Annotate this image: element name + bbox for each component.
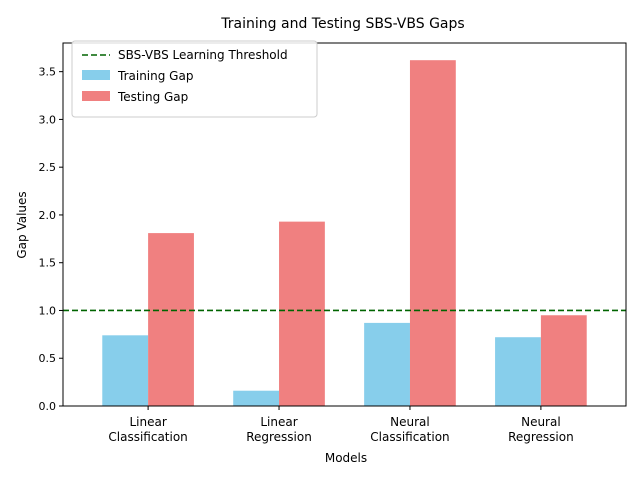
chart-title: Training and Testing SBS-VBS Gaps [220, 16, 464, 32]
y-tick-label-6: 3.0 [39, 113, 57, 126]
plot-area [62, 42, 627, 407]
y-tick-label-7: 3.5 [39, 66, 57, 79]
bar-testing-3 [540, 315, 587, 406]
legend-swatch-testing [82, 91, 110, 101]
legend-swatch-training [82, 70, 110, 80]
bar-training-3 [495, 337, 541, 406]
legend-label-threshold: SBS-VBS Learning Threshold [118, 48, 288, 62]
y-tick-label-5: 2.5 [39, 161, 57, 174]
legend-box [71, 40, 318, 118]
y-tick-label-3: 1.5 [39, 257, 57, 270]
bar-training-2 [364, 322, 410, 406]
bar-training-1 [233, 390, 280, 406]
x-tick-label-1: Linear Regression [246, 415, 312, 444]
y-tick-label-2: 1.0 [39, 304, 57, 317]
plot-frame [62, 42, 627, 407]
y-axis: 0.0 0.5 1.0 1.5 2.0 2.5 3.0 3.5 [39, 66, 63, 413]
x-tick-label-2: Neural Classification [370, 415, 449, 444]
legend: SBS-VBS Learning Threshold Training Gap Te… [71, 40, 318, 118]
x-axis: Linear Classification Linear Regression Neur… [108, 406, 574, 444]
y-tick-label-4: 2.0 [39, 209, 57, 222]
y-tick-label-0: 0.0 [39, 400, 57, 413]
bar-testing-1 [279, 221, 325, 406]
x-tick-label-0: Linear Classification [108, 415, 187, 444]
y-tick-label-1: 0.5 [39, 352, 57, 365]
bar-testing-2 [409, 60, 456, 407]
bar-testing-0 [148, 233, 194, 406]
bar-training-0 [102, 335, 149, 406]
y-axis-label: Gap Values [15, 191, 29, 258]
legend-label-testing: Testing Gap [117, 90, 188, 104]
x-tick-label-3: Neural Regression [508, 415, 574, 444]
x-axis-label: Models [325, 451, 367, 465]
legend-label-training: Training Gap [117, 69, 193, 83]
